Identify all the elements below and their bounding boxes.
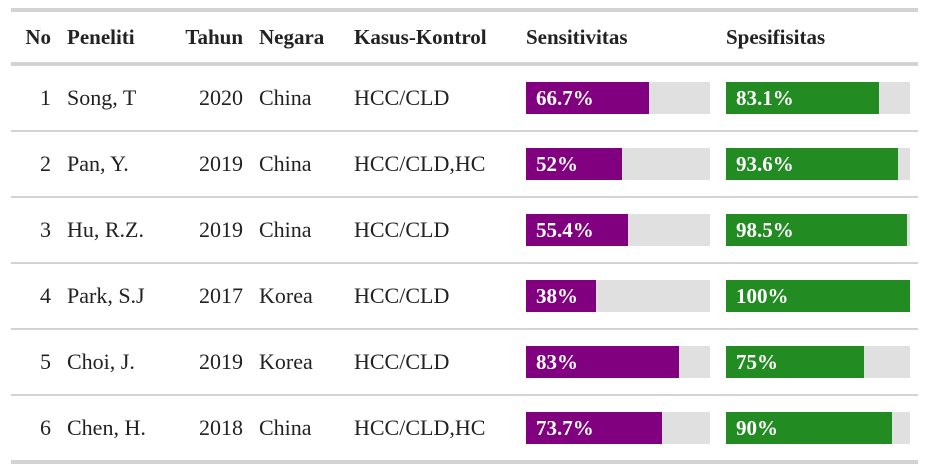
cell-no: 3 xyxy=(40,217,51,242)
spesifisitas-bar xyxy=(726,148,899,180)
sensitivitas-label: 83% xyxy=(536,350,578,374)
spesifisitas-bar xyxy=(726,82,879,114)
cell-no: 2 xyxy=(40,151,51,176)
table-row: 3 Hu, R.Z. 2019 China HCC/CLD 55.4% 98.5% xyxy=(11,197,918,263)
cell-peneliti: Hu, R.Z. xyxy=(67,217,144,242)
cell-negara: China xyxy=(259,151,312,176)
cell-kasus-kontrol: HCC/CLD xyxy=(354,85,450,110)
cell-negara: China xyxy=(259,415,312,440)
cell-negara: China xyxy=(259,85,312,110)
spesifisitas-bar xyxy=(726,412,892,444)
cell-tahun: 2018 xyxy=(199,415,243,440)
cell-sensitivitas: 83% xyxy=(518,329,718,395)
sensitivitas-bar-track: 52% xyxy=(526,148,710,180)
sensitivitas-bar-track: 55.4% xyxy=(526,214,710,246)
cell-tahun: 2019 xyxy=(199,151,243,176)
table-body: 1 Song, T 2020 China HCC/CLD 66.7% 83.1% 2 Pan, … xyxy=(11,64,918,462)
cell-kasus-kontrol: HCC/CLD xyxy=(354,349,450,374)
sensitivitas-label: 73.7% xyxy=(536,416,594,440)
cell-peneliti: Chen, H. xyxy=(67,415,146,440)
sensitivitas-bar xyxy=(526,412,662,444)
spesifisitas-label: 93.6% xyxy=(736,152,794,176)
table-row: 2 Pan, Y. 2019 China HCC/CLD,HC 52% 93.6% xyxy=(11,131,918,197)
cell-negara: Korea xyxy=(259,349,313,374)
spesifisitas-bar-track: 90% xyxy=(726,412,910,444)
column-header-sensitivitas: Sensitivitas xyxy=(526,24,628,49)
table-row: 6 Chen, H. 2018 China HCC/CLD,HC 73.7% 90% xyxy=(11,395,918,462)
column-header-kasus-kontrol: Kasus-Kontrol xyxy=(354,24,487,49)
sensitivitas-bar xyxy=(526,346,679,378)
sensitivitas-label: 55.4% xyxy=(536,218,594,242)
sensitivitas-bar-track: 66.7% xyxy=(526,82,710,114)
sensitivitas-bar-track: 73.7% xyxy=(526,412,710,444)
cell-sensitivitas: 52% xyxy=(518,131,718,197)
spesifisitas-label: 83.1% xyxy=(736,86,794,110)
cell-peneliti: Song, T xyxy=(67,85,137,110)
cell-spesifisitas: 75% xyxy=(718,329,918,395)
table-row: 5 Choi, J. 2019 Korea HCC/CLD 83% 75% xyxy=(11,329,918,395)
cell-spesifisitas: 98.5% xyxy=(718,197,918,263)
spesifisitas-bar xyxy=(726,346,864,378)
cell-no: 4 xyxy=(40,283,51,308)
table-row: 4 Park, S.J 2017 Korea HCC/CLD 38% 100% xyxy=(11,263,918,329)
sensitivitas-bar xyxy=(526,148,622,180)
cell-sensitivitas: 38% xyxy=(518,263,718,329)
cell-no: 1 xyxy=(40,85,51,110)
cell-kasus-kontrol: HCC/CLD,HC xyxy=(354,151,486,176)
column-header-negara: Negara xyxy=(259,24,325,49)
sensitivitas-bar xyxy=(526,280,596,312)
spesifisitas-label: 98.5% xyxy=(736,218,794,242)
cell-kasus-kontrol: HCC/CLD xyxy=(354,283,450,308)
column-header-no: No xyxy=(25,24,51,49)
spesifisitas-bar-track: 100% xyxy=(726,280,910,312)
sensitivitas-bar xyxy=(526,214,628,246)
sensitivitas-bar-track: 83% xyxy=(526,346,710,378)
spesifisitas-label: 90% xyxy=(736,416,778,440)
spesifisitas-bar xyxy=(726,214,908,246)
spesifisitas-label: 75% xyxy=(736,350,778,374)
spesifisitas-bar-track: 83.1% xyxy=(726,82,910,114)
cell-sensitivitas: 73.7% xyxy=(518,395,718,462)
sensitivitas-label: 38% xyxy=(536,284,578,308)
cell-peneliti: Choi, J. xyxy=(67,349,135,374)
sensitivitas-bar xyxy=(526,82,649,114)
column-header-spesifisitas: Spesifisitas xyxy=(726,24,826,49)
cell-tahun: 2019 xyxy=(199,217,243,242)
table-header-row: No Peneliti Tahun Negara Kasus-Kontrol S… xyxy=(11,10,918,64)
sensitivitas-bar-track: 38% xyxy=(526,280,710,312)
spesifisitas-bar-track: 75% xyxy=(726,346,910,378)
cell-spesifisitas: 100% xyxy=(718,263,918,329)
cell-spesifisitas: 83.1% xyxy=(718,64,918,131)
cell-peneliti: Pan, Y. xyxy=(67,151,129,176)
cell-tahun: 2017 xyxy=(199,283,243,308)
cell-negara: Korea xyxy=(259,283,313,308)
cell-sensitivitas: 55.4% xyxy=(518,197,718,263)
spesifisitas-bar-track: 93.6% xyxy=(726,148,910,180)
cell-sensitivitas: 66.7% xyxy=(518,64,718,131)
cell-kasus-kontrol: HCC/CLD xyxy=(354,217,450,242)
cell-negara: China xyxy=(259,217,312,242)
spesifisitas-label: 100% xyxy=(736,284,789,308)
cell-no: 5 xyxy=(40,349,51,374)
cell-peneliti: Park, S.J xyxy=(67,283,145,308)
spesifisitas-bar-track: 98.5% xyxy=(726,214,910,246)
sensitivitas-label: 52% xyxy=(536,152,578,176)
cell-tahun: 2019 xyxy=(199,349,243,374)
cell-tahun: 2020 xyxy=(199,85,243,110)
table-row: 1 Song, T 2020 China HCC/CLD 66.7% 83.1% xyxy=(11,64,918,131)
column-header-tahun: Tahun xyxy=(185,24,243,49)
cell-spesifisitas: 90% xyxy=(718,395,918,462)
column-header-peneliti: Peneliti xyxy=(67,24,135,49)
cell-kasus-kontrol: HCC/CLD,HC xyxy=(354,415,486,440)
sensitivitas-label: 66.7% xyxy=(536,86,594,110)
cell-no: 6 xyxy=(40,415,51,440)
cell-spesifisitas: 93.6% xyxy=(718,131,918,197)
spesifisitas-bar xyxy=(726,280,910,312)
study-table: No Peneliti Tahun Negara Kasus-Kontrol S… xyxy=(11,8,918,464)
